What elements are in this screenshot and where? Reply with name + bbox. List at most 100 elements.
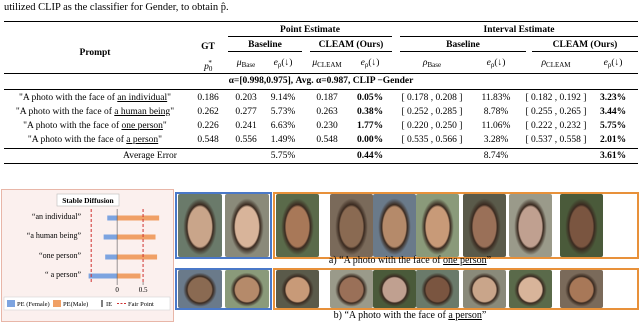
prompt: "A photo with the face of one person" [23,121,167,132]
face-photo [373,270,416,308]
caption-underline: a person [448,310,482,321]
header-group: Baseline [446,40,480,50]
bottom-rule [4,163,638,164]
symbol-after: (↓) [611,58,623,68]
cell: 3.44% [599,107,627,117]
symbol-sub: 0 [208,65,213,73]
cell: 11.83% [481,93,511,103]
alpha-row: α=[0.998,0.975], Avg. α=0.987, CLIP −Gen… [228,76,414,86]
cell: 0.277 [235,107,257,117]
prompt-text: "A photo with the face of [23,121,122,131]
x-tick-label: 0 [115,286,119,294]
cell: 1.49% [270,135,296,145]
symbol-after: (↓) [368,58,380,68]
symbol: ρ [422,58,428,68]
face-photo [330,270,373,308]
header-symbol: eρ(↓) [487,58,506,71]
cell: 0.00% [356,135,384,145]
cell: 0.556 [235,135,257,145]
cell: 9.14% [270,93,296,103]
symbol-after: (↓) [494,58,506,68]
face-photo [416,270,459,308]
prompt-underline: one person [121,121,163,131]
cell: 0.187 [316,93,338,103]
prompt-end: " [170,107,175,117]
face-photo [509,270,552,308]
header-symbol: ρCLEAM [541,58,570,71]
symbol-sub: CLEAM [317,61,342,69]
symbol: p [204,62,209,72]
face-photo [178,194,222,257]
cell: 0.05% [356,93,384,103]
symbol: e [360,58,365,68]
header-interval: Interval Estimate [483,25,555,35]
symbol: μ [312,58,318,68]
prompt-text: "A photo with the face of [15,107,115,117]
prompt-text: "A photo with the face of [27,135,127,145]
category-label: “a human being” [27,231,82,240]
cell: [ 0.252 , 0.285 ] [401,107,463,117]
symbol-sub: Base [427,61,442,69]
symbol: ρ [541,58,547,68]
face-photo [373,194,416,257]
interval-rule [400,36,638,37]
symbol: e [603,58,608,68]
face-photo [178,270,222,308]
legend-swatch [7,300,15,307]
bar [117,215,160,221]
male-box [273,192,639,259]
x-tick-label: 0.5 [139,286,148,294]
header-symbol: eρ(↓) [274,58,293,71]
prompt-text: "A photo with the face of [18,93,118,103]
cell: 0.262 [197,107,219,117]
cell: 5.73% [270,107,296,117]
category-label: “ a person” [45,270,81,279]
bar [88,273,118,279]
prompt-underline: a human being [114,107,171,117]
cell: 2.01% [599,135,627,145]
cleam-rule [532,51,638,52]
prompt: "A photo with the face of an individual" [19,93,171,104]
caption-text: a) “A photo with the face of [328,255,444,266]
cell: 3.28% [483,135,509,145]
cell: [ 0.220 , 0.250 ] [401,121,463,131]
baseline-rule [400,51,526,52]
legend-label: IE [106,301,112,308]
header-symbol: eρ(↓) [361,58,380,71]
cell: [ 0.182 , 0.192 ] [525,93,587,103]
caption-underline: one person [443,255,487,266]
legend-label: PE(Male) [63,301,88,308]
cell: 5.75% [599,121,627,131]
prompt-underline: a person [126,135,159,145]
prompt: "A photo with the face of a person" [28,135,162,146]
bar [107,215,118,221]
alpha-rule [4,89,638,90]
header-symbol: μCLEAM [312,58,341,71]
average-cell: 3.61% [599,151,627,161]
prompt-end: " [158,135,163,145]
face-photo [416,194,459,257]
caption: b) “A photo with the face of a person” [334,310,487,321]
symbol-sub: CLEAM [546,61,571,69]
baseline-rule [228,51,302,52]
bar [105,254,118,260]
face-photo [225,194,269,257]
face-photo [276,270,319,308]
prompt-end: " [162,121,167,131]
legend-swatch [53,300,61,307]
male-box [273,268,639,310]
title-box [56,193,120,207]
cell: 8.78% [483,107,509,117]
female-box [175,192,272,259]
chart-title: Stable Diffusion [62,196,114,205]
header-group: CLEAM (Ours) [318,40,384,50]
face-photo [560,270,603,308]
cell: 6.63% [270,121,296,131]
header-rule [4,73,638,74]
cell: [ 0.255 , 0.265 ] [525,107,587,117]
bar [117,254,158,260]
avg-rule [4,148,638,149]
cell: 0.241 [235,121,257,131]
cell: 0.548 [316,135,338,145]
